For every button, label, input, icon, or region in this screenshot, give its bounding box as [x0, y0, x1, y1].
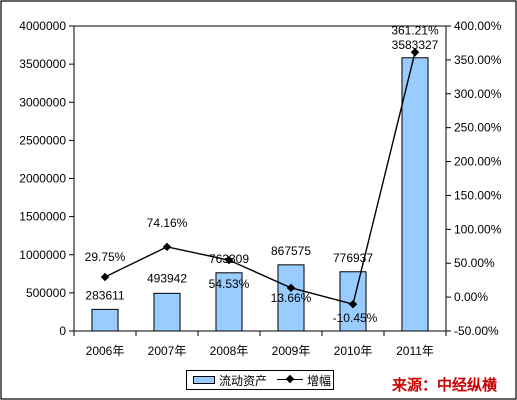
left-tick-label: 2000000 [19, 172, 66, 186]
bar-series [91, 57, 429, 332]
bar [91, 308, 119, 332]
line-marker [348, 299, 358, 309]
right-tick-label: 50.00% [454, 256, 495, 270]
line-value-label: 29.75% [85, 250, 126, 264]
bar-value-label: 493942 [147, 271, 187, 285]
right-tick-label: 150.00% [454, 188, 502, 202]
right-tick-label: 100.00% [454, 222, 502, 236]
line-value-label: 13.66% [271, 291, 312, 305]
line-marker [286, 283, 296, 293]
left-tick-label: 3500000 [19, 57, 66, 71]
x-axis: 2006年 2007年 2008年 2009年 2010年 2011年 [73, 331, 447, 358]
line-value-label: -10.45% [333, 311, 378, 325]
right-tick-label: 200.00% [454, 155, 502, 169]
data-labels: 283611 493942 763309 867575 776937 3583327 29.… [85, 23, 439, 325]
right-tick-label: 350.00% [454, 53, 502, 67]
legend-line-swatch [277, 375, 304, 385]
bar-value-label: 776937 [333, 251, 373, 265]
x-tick-label: 2011年 [396, 344, 434, 358]
bar [153, 292, 181, 332]
bar-value-label: 3583327 [392, 38, 439, 52]
bar-value-label: 867575 [271, 244, 311, 258]
bar-value-label: 763309 [209, 252, 249, 266]
left-tick-label: 2500000 [19, 133, 66, 147]
legend-item-line: 增幅 [277, 372, 331, 389]
bar [215, 272, 243, 332]
left-tick-label: 3000000 [19, 95, 66, 109]
line-value-label: 54.53% [209, 277, 250, 291]
legend: 流动资产 增幅 [186, 370, 334, 390]
x-tick-label: 2008年 [210, 344, 249, 358]
x-tick-label: 2009年 [272, 344, 311, 358]
left-tick-label: 500000 [26, 286, 66, 300]
right-tick-label: 400.00% [454, 19, 502, 33]
right-axis: -50.00% 0.00% 50.00% 100.00% 150.00% 200.00% 2… [446, 19, 502, 338]
legend-bar-swatch [193, 376, 215, 384]
line-value-label: 361.21% [391, 23, 439, 37]
x-tick-label: 2010年 [334, 344, 373, 358]
legend-bar-label: 流动资产 [219, 373, 268, 388]
line-marker [224, 255, 234, 265]
left-tick-label: 1500000 [19, 210, 66, 224]
bar-value-label: 283611 [85, 288, 124, 302]
line-path [104, 52, 416, 306]
right-tick-label: -50.00% [454, 324, 499, 338]
left-tick-label: 1000000 [19, 248, 66, 262]
line-marker [100, 272, 110, 282]
line-value-label: 74.16% [147, 216, 188, 230]
plot-area [73, 25, 447, 332]
legend-item-bar: 流动资产 [193, 372, 267, 389]
legend-line-label: 增幅 [307, 373, 332, 388]
line-marker [410, 48, 420, 57]
bar [277, 264, 305, 332]
left-tick-label: 0 [59, 324, 66, 338]
bar [401, 57, 429, 332]
line-series [100, 48, 420, 309]
source-note: 来源：中经纵横 [392, 376, 498, 394]
right-tick-label: 0.00% [454, 290, 488, 304]
x-tick-label: 2006年 [86, 344, 125, 358]
left-axis: 0 500000 1000000 1500000 2000000 2500000 30000… [19, 19, 74, 338]
line-marker [162, 242, 172, 252]
x-tick-label: 2007年 [148, 344, 187, 358]
right-tick-label: 250.00% [454, 121, 502, 135]
right-tick-label: 300.00% [454, 87, 502, 101]
left-tick-label: 4000000 [19, 19, 66, 33]
